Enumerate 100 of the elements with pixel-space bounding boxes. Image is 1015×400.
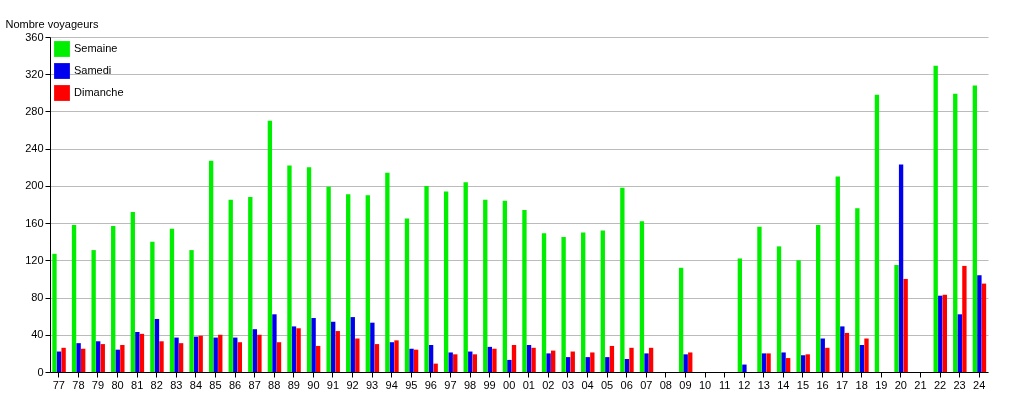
- x-tick-label: 07: [640, 378, 653, 391]
- bar: [139, 333, 145, 372]
- x-tick-label: 84: [189, 378, 203, 391]
- bar: [805, 354, 810, 372]
- bar: [898, 164, 904, 372]
- bar: [531, 347, 536, 372]
- x-tick-label: 11: [718, 378, 731, 391]
- bar: [820, 338, 825, 372]
- bar: [252, 329, 258, 372]
- bar: [551, 350, 556, 372]
- bar: [511, 345, 517, 372]
- bar: [981, 283, 987, 372]
- x-tick-label: 93: [366, 378, 379, 391]
- bar: [374, 344, 380, 372]
- bar: [785, 358, 791, 372]
- bar: [150, 241, 155, 372]
- y-tick-label: 200: [25, 179, 44, 192]
- x-tick-label: 02: [542, 378, 555, 391]
- x-tick-label: 23: [953, 378, 966, 391]
- bar: [933, 65, 938, 372]
- bar: [620, 187, 625, 372]
- bar: [526, 345, 532, 372]
- x-tick-label: 83: [170, 378, 183, 391]
- bar: [859, 345, 865, 372]
- bar: [385, 172, 390, 372]
- bar: [178, 343, 184, 372]
- bar: [228, 199, 233, 372]
- bar: [370, 322, 375, 372]
- bar: [581, 232, 586, 372]
- x-tick-label: 92: [346, 378, 359, 391]
- x-tick-label: 99: [483, 378, 496, 391]
- bar: [306, 167, 312, 372]
- x-tick-label: 78: [72, 378, 85, 391]
- bar: [409, 348, 414, 372]
- bar: [816, 224, 821, 372]
- x-tick-label: 19: [875, 378, 888, 391]
- bar: [903, 278, 908, 372]
- bar: [326, 186, 331, 372]
- x-tick-label: 86: [228, 378, 242, 391]
- legend-label: Dimanche: [74, 86, 124, 98]
- bar: [977, 275, 982, 372]
- bar: [629, 347, 634, 372]
- bar: [291, 326, 297, 372]
- bar: [276, 342, 282, 372]
- x-tick-label: 88: [268, 378, 281, 391]
- bar: [801, 355, 806, 372]
- bar: [561, 237, 566, 372]
- y-tick-label: 40: [31, 328, 44, 341]
- bar: [193, 336, 199, 372]
- bar: [189, 250, 194, 372]
- bar: [130, 211, 135, 372]
- bar: [605, 357, 610, 372]
- x-tick-label: 12: [738, 378, 751, 391]
- bar: [404, 218, 410, 372]
- x-tick-label: 79: [91, 378, 105, 391]
- x-tick-label: 96: [424, 378, 437, 391]
- bar: [541, 233, 547, 372]
- bar: [389, 342, 395, 372]
- bar: [972, 85, 978, 372]
- x-tick-label: 89: [287, 378, 300, 391]
- bar: [483, 199, 488, 372]
- bar: [159, 341, 164, 372]
- y-tick-label: 240: [25, 142, 44, 155]
- legend-label: Semaine: [74, 42, 118, 54]
- bar: [428, 345, 434, 372]
- bar: [213, 337, 218, 372]
- x-tick-label: 01: [522, 378, 535, 391]
- bar: [311, 318, 316, 372]
- bar: [864, 338, 869, 372]
- bar: [840, 326, 845, 372]
- bar: [683, 354, 688, 372]
- bar: [781, 352, 786, 372]
- bar: [56, 351, 62, 372]
- bar: [76, 343, 81, 372]
- bar: [507, 359, 512, 372]
- bar: [624, 358, 630, 372]
- bar: [468, 351, 473, 372]
- bar: [267, 120, 273, 372]
- bar: [678, 267, 684, 372]
- bar: [81, 348, 86, 372]
- x-tick-label: 98: [463, 378, 477, 391]
- x-tick-label: 95: [405, 378, 418, 391]
- legend-label: Samedi: [74, 64, 112, 76]
- y-tick-label: 120: [25, 253, 44, 266]
- bar: [52, 253, 57, 372]
- bar: [855, 208, 860, 372]
- bar: [443, 191, 449, 372]
- bar: [355, 338, 360, 372]
- bar: [248, 197, 253, 372]
- bar: [590, 352, 595, 372]
- x-tick-label: 80: [111, 378, 124, 391]
- x-tick-label: 16: [816, 378, 829, 391]
- bar: [413, 349, 419, 372]
- bar: [874, 94, 880, 372]
- bar: [218, 334, 223, 372]
- x-tick-label: 87: [248, 378, 261, 391]
- y-tick-label: 320: [25, 67, 44, 80]
- bar: [761, 353, 767, 372]
- x-tick-label: 08: [659, 378, 672, 391]
- bar: [766, 353, 771, 372]
